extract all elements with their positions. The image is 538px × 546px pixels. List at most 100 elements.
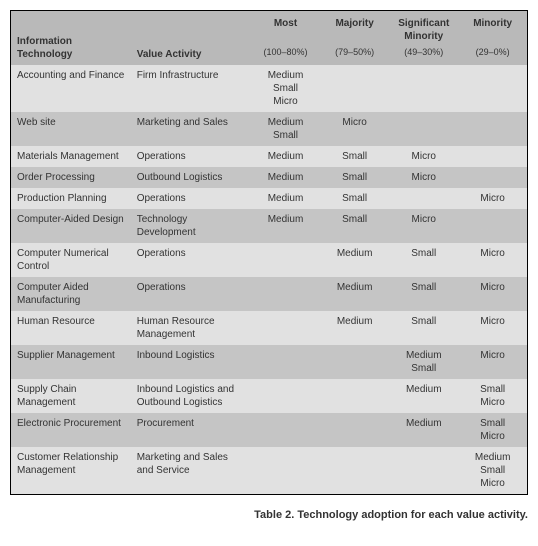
header-range-majority: (79–50%) — [320, 47, 389, 65]
cell-info-tech: Web site — [11, 112, 131, 146]
cell-size — [458, 112, 527, 146]
cell-size: Micro — [458, 345, 527, 379]
cell-info-tech: Materials Management — [11, 146, 131, 167]
header-range-significant-minority: (49–30%) — [389, 47, 458, 65]
cell-value-activity: Operations — [131, 188, 251, 209]
cell-size — [389, 447, 458, 495]
header-range-most: (100–80%) — [251, 47, 320, 65]
cell-value-activity: Inbound Logistics — [131, 345, 251, 379]
cell-size: Small — [389, 243, 458, 277]
cell-size: Micro — [458, 277, 527, 311]
cell-size: Medium — [251, 167, 320, 188]
cell-size — [458, 209, 527, 243]
table-container: Information Technology Value Activity Mo… — [10, 10, 528, 495]
cell-value-activity: Marketing and Sales — [131, 112, 251, 146]
table-row: Production PlanningOperationsMediumSmall… — [11, 188, 528, 209]
cell-value-activity: Human Resource Management — [131, 311, 251, 345]
cell-size: MediumSmall — [251, 112, 320, 146]
cell-size: MediumSmallMicro — [458, 447, 527, 495]
table-row: Computer Numerical ControlOperations Medi… — [11, 243, 528, 277]
table-row: Computer-Aided DesignTechnology Developm… — [11, 209, 528, 243]
cell-size: Small — [389, 311, 458, 345]
cell-info-tech: Order Processing — [11, 167, 131, 188]
cell-value-activity: Technology Development — [131, 209, 251, 243]
cell-info-tech: Supply Chain Management — [11, 379, 131, 413]
cell-size: Small — [320, 167, 389, 188]
cell-size: Small — [389, 277, 458, 311]
cell-size — [251, 447, 320, 495]
cell-size: Micro — [389, 209, 458, 243]
cell-size — [320, 379, 389, 413]
table-row: Materials ManagementOperationsMediumSmal… — [11, 146, 528, 167]
table-body: Accounting and FinanceFirm Infrastructur… — [11, 65, 528, 495]
cell-size: Small — [320, 188, 389, 209]
cell-size: SmallMicro — [458, 413, 527, 447]
cell-size: Medium — [251, 146, 320, 167]
cell-info-tech: Accounting and Finance — [11, 65, 131, 112]
header-value-activity: Value Activity — [131, 11, 251, 65]
cell-size: Micro — [458, 243, 527, 277]
table-row: Web siteMarketing and SalesMediumSmallMi… — [11, 112, 528, 146]
cell-info-tech: Computer Aided Manufacturing — [11, 277, 131, 311]
header-info-tech: Information Technology — [11, 11, 131, 65]
header-group-majority: Majority — [320, 11, 389, 48]
cell-size: Medium — [320, 311, 389, 345]
header-group-significant-minority: Significant Minority — [389, 11, 458, 48]
cell-size — [389, 188, 458, 209]
cell-info-tech: Electronic Procurement — [11, 413, 131, 447]
table-row: Accounting and FinanceFirm Infrastructur… — [11, 65, 528, 112]
cell-size — [389, 112, 458, 146]
cell-size: MediumSmall — [389, 345, 458, 379]
cell-size — [320, 447, 389, 495]
table-header: Information Technology Value Activity Mo… — [11, 11, 528, 65]
cell-size — [251, 379, 320, 413]
cell-size — [251, 413, 320, 447]
header-range-minority: (29–0%) — [458, 47, 527, 65]
cell-size — [251, 311, 320, 345]
cell-size: Medium — [251, 209, 320, 243]
header-group-most: Most — [251, 11, 320, 48]
cell-value-activity: Procurement — [131, 413, 251, 447]
cell-size: Micro — [389, 167, 458, 188]
table-caption: Table 2. Technology adoption for each va… — [10, 509, 528, 521]
cell-size — [251, 243, 320, 277]
cell-size: Medium — [320, 243, 389, 277]
table-row: Supplier ManagementInbound Logistics Medi… — [11, 345, 528, 379]
cell-size — [389, 65, 458, 112]
cell-size: Small — [320, 209, 389, 243]
cell-size: Medium — [320, 277, 389, 311]
cell-size — [458, 167, 527, 188]
cell-value-activity: Operations — [131, 243, 251, 277]
header-group-minority: Minority — [458, 11, 527, 48]
cell-info-tech: Computer Numerical Control — [11, 243, 131, 277]
cell-size: SmallMicro — [458, 379, 527, 413]
table-row: Customer Relationship ManagementMarketin… — [11, 447, 528, 495]
table-row: Computer Aided ManufacturingOperations Me… — [11, 277, 528, 311]
cell-size — [458, 65, 527, 112]
table-row: Human ResourceHuman Resource Management M… — [11, 311, 528, 345]
cell-info-tech: Customer Relationship Management — [11, 447, 131, 495]
table-row: Electronic ProcurementProcurement MediumS… — [11, 413, 528, 447]
cell-size — [251, 277, 320, 311]
table-row: Supply Chain ManagementInbound Logistics… — [11, 379, 528, 413]
cell-size — [458, 146, 527, 167]
cell-size — [320, 413, 389, 447]
cell-size: Medium — [389, 413, 458, 447]
cell-size — [320, 65, 389, 112]
cell-info-tech: Human Resource — [11, 311, 131, 345]
cell-value-activity: Inbound Logistics and Outbound Logistics — [131, 379, 251, 413]
cell-info-tech: Supplier Management — [11, 345, 131, 379]
cell-size: Micro — [320, 112, 389, 146]
cell-info-tech: Production Planning — [11, 188, 131, 209]
cell-info-tech: Computer-Aided Design — [11, 209, 131, 243]
cell-size — [320, 345, 389, 379]
cell-size: Small — [320, 146, 389, 167]
cell-value-activity: Firm Infrastructure — [131, 65, 251, 112]
cell-size: Micro — [458, 188, 527, 209]
table-row: Order ProcessingOutbound LogisticsMedium… — [11, 167, 528, 188]
technology-adoption-table: Information Technology Value Activity Mo… — [10, 10, 528, 495]
cell-value-activity: Operations — [131, 146, 251, 167]
cell-value-activity: Operations — [131, 277, 251, 311]
cell-size: Micro — [389, 146, 458, 167]
cell-size: Medium — [389, 379, 458, 413]
